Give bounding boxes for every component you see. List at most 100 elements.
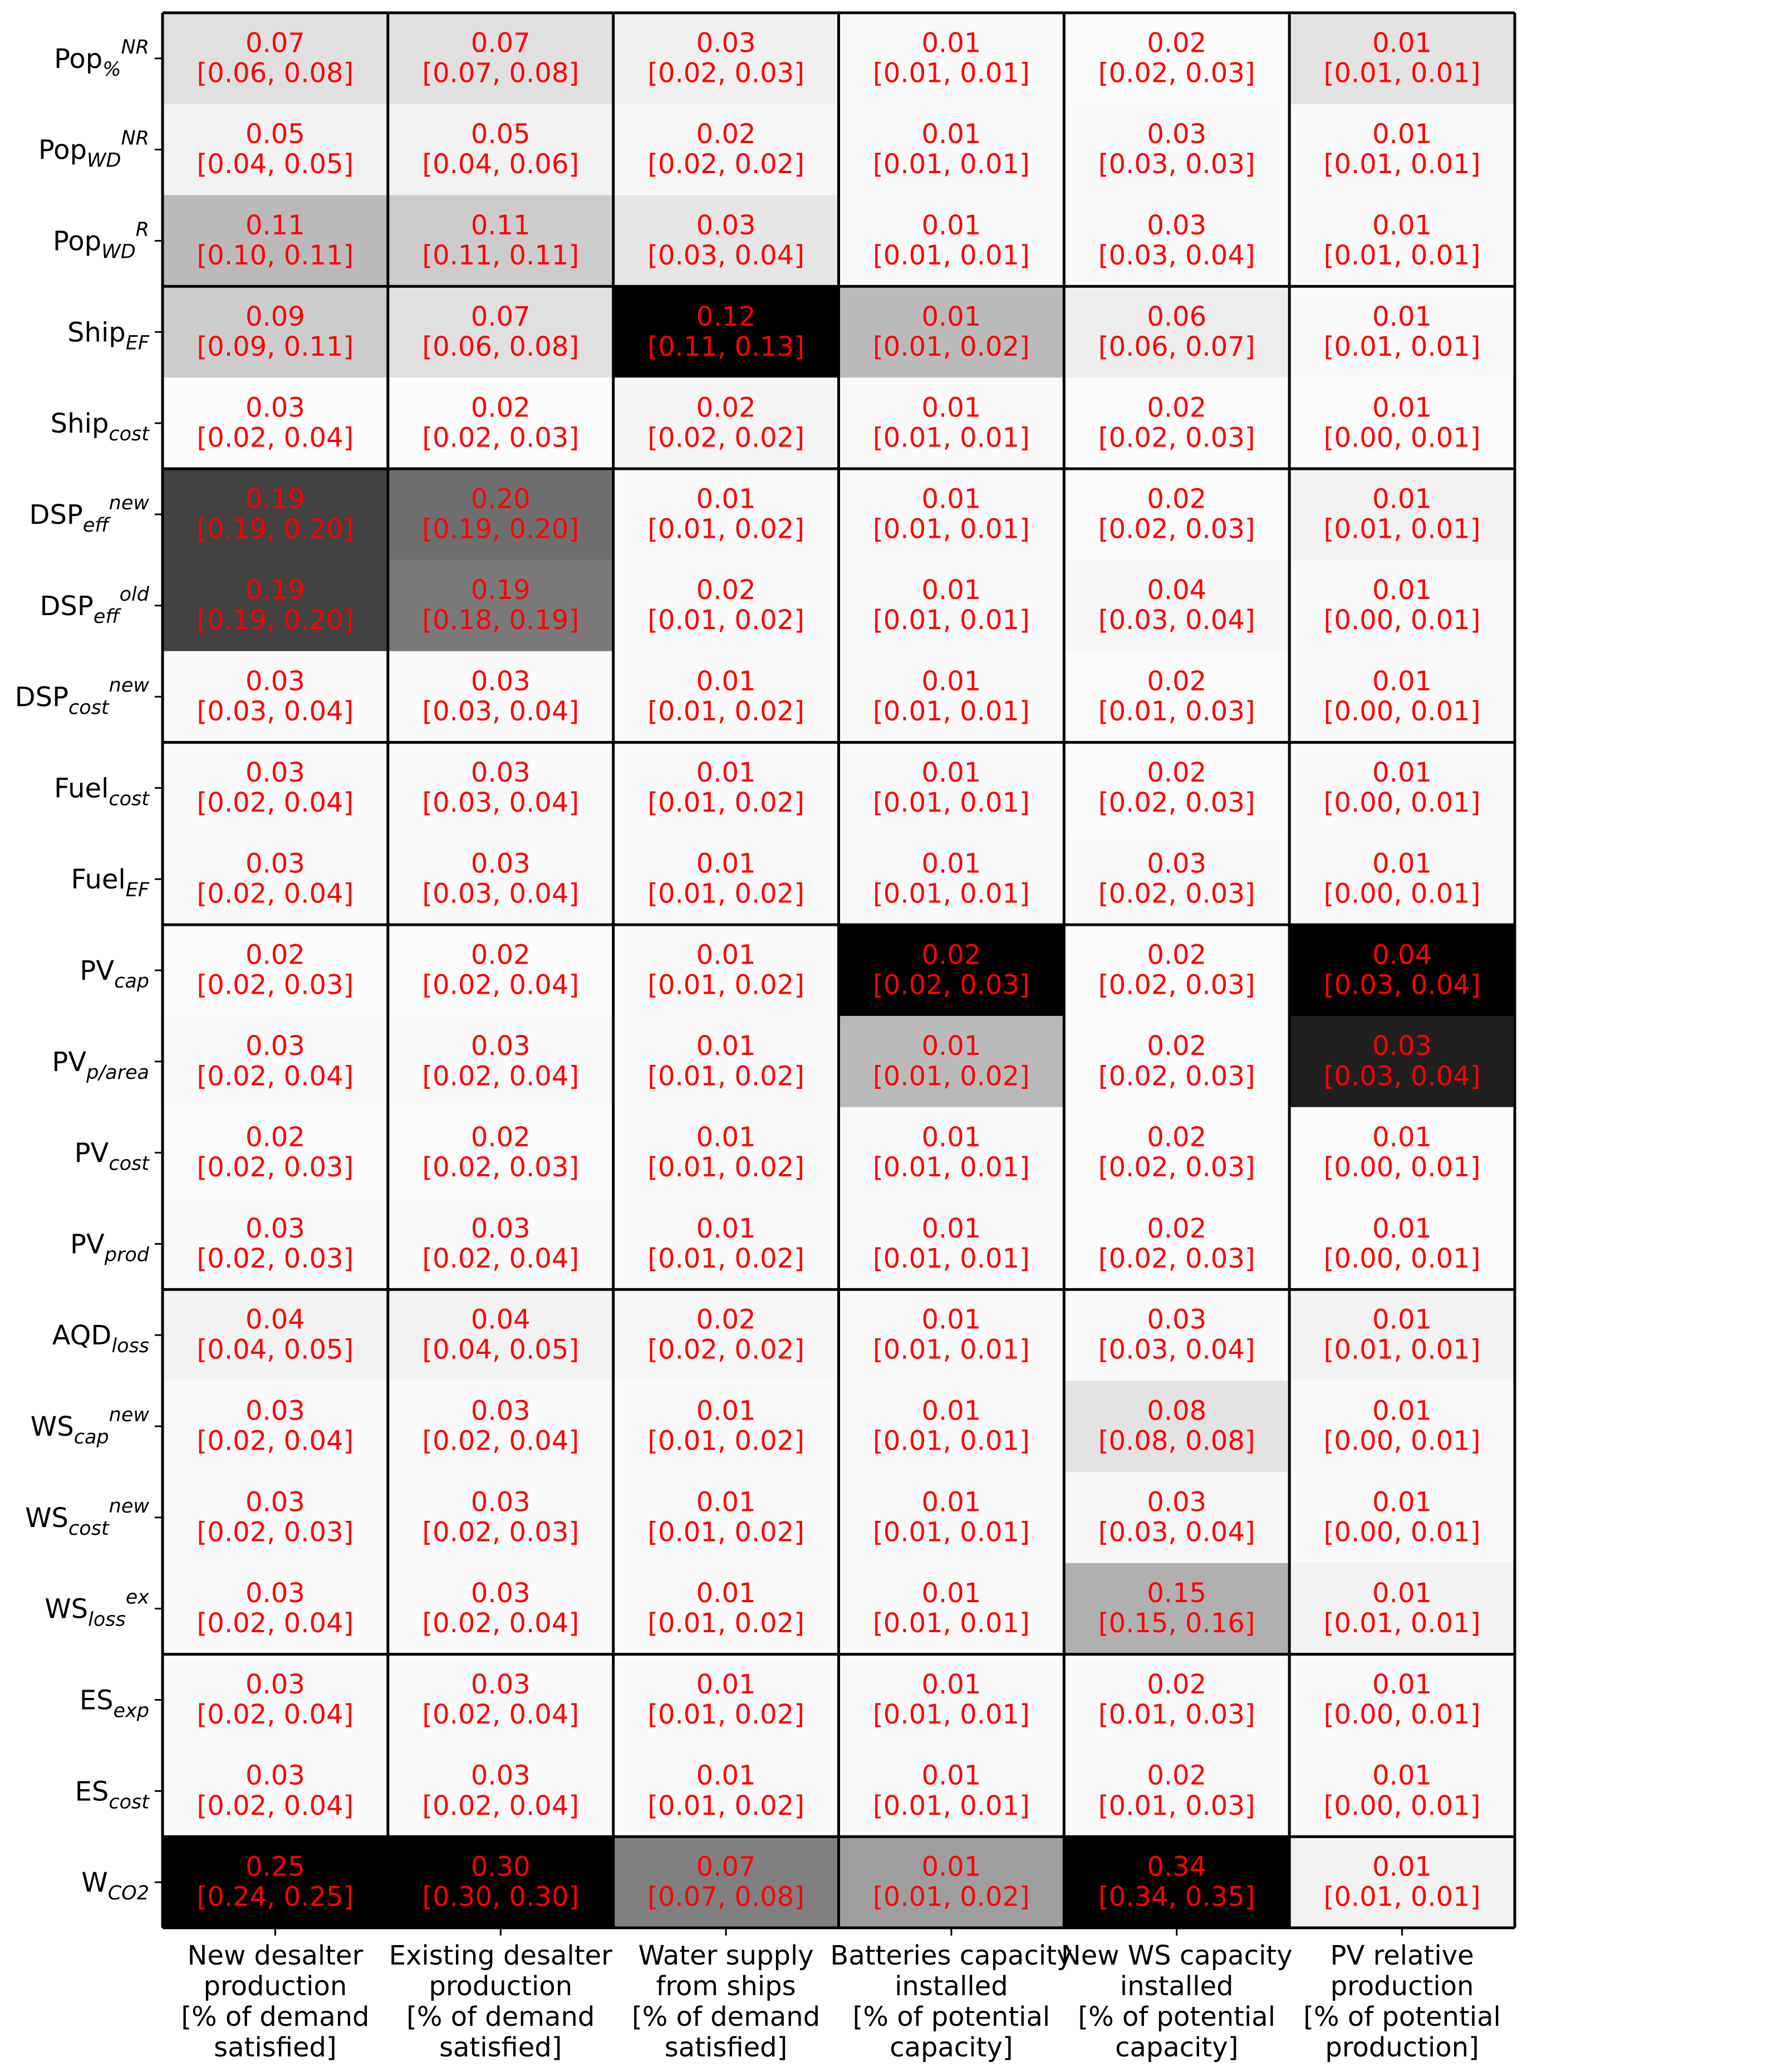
cell-interval-label: [0.02, 0.03]	[422, 1516, 579, 1548]
cell-value-label: 0.19	[246, 575, 305, 606]
cell-interval-label: [0.01, 0.02]	[647, 513, 804, 544]
heatmap-cell	[387, 1381, 614, 1472]
cell-value-label: 0.07	[246, 27, 305, 58]
row-tick-label: DSPeffnew	[29, 492, 149, 537]
cell-interval-label: [0.34, 0.35]	[1098, 1882, 1255, 1913]
cell-interval-label: [0.01, 0.01]	[873, 1516, 1030, 1548]
cell-interval-label: [0.02, 0.02]	[647, 1334, 804, 1366]
cell-interval-label: [0.01, 0.01]	[873, 1152, 1030, 1183]
heatmap-cell	[387, 1015, 614, 1108]
cell-interval-label: [0.02, 0.02]	[647, 149, 804, 180]
heatmap-cell	[613, 1381, 839, 1472]
cell-interval-label: [0.01, 0.01]	[873, 1426, 1030, 1457]
cell-value-label: 0.02	[1147, 27, 1206, 58]
cell-interval-label: [0.11, 0.11]	[422, 240, 579, 271]
cell-interval-label: [0.02, 0.04]	[422, 1060, 579, 1092]
cell-value-label: 0.01	[696, 666, 756, 697]
heatmap-cell	[387, 1745, 614, 1837]
heatmap-cell	[838, 469, 1064, 561]
cell-interval-label: [0.01, 0.02]	[647, 1699, 804, 1730]
row-tick-label: AQDloss	[52, 1320, 149, 1357]
cell-value-label: 0.01	[921, 119, 981, 150]
cell-value-label: 0.03	[471, 1486, 531, 1518]
heatmap-cell	[1289, 286, 1515, 378]
cell-interval-label: [0.02, 0.04]	[197, 1426, 354, 1457]
heatmap-cell	[163, 377, 389, 469]
cell-interval-label: [0.00, 0.01]	[1324, 1790, 1481, 1821]
cell-interval-label: [0.02, 0.03]	[1098, 1243, 1255, 1274]
row-tick-label: DSPeffold	[40, 583, 149, 628]
heatmap-cell	[1289, 742, 1515, 834]
heatmap-cell	[1064, 1381, 1290, 1472]
cell-interval-label: [0.01, 0.01]	[1324, 240, 1481, 271]
heatmap-cell	[1064, 1289, 1290, 1381]
heatmap-cell	[838, 1107, 1064, 1199]
cell-value-label: 0.03	[471, 757, 531, 788]
heatmap-cell	[613, 104, 839, 196]
cell-interval-label: [0.00, 0.01]	[1324, 1516, 1481, 1548]
heatmap-cell	[613, 1015, 839, 1108]
cell-value-label: 0.01	[696, 1122, 756, 1153]
cell-interval-label: [0.01, 0.01]	[873, 605, 1030, 636]
cell-value-label: 0.34	[1147, 1852, 1206, 1883]
cell-interval-label: [0.15, 0.16]	[1098, 1608, 1255, 1639]
cell-interval-label: [0.00, 0.01]	[1324, 1152, 1481, 1183]
heatmap-cell	[1289, 1015, 1515, 1108]
row-tick-label: WSlossex	[45, 1587, 149, 1631]
cell-value-label: 0.01	[921, 1486, 981, 1518]
cell-value-label: 0.05	[471, 119, 531, 150]
cell-value-label: 0.03	[471, 666, 531, 697]
cell-interval-label: [0.01, 0.02]	[647, 1060, 804, 1092]
cell-value-label: 0.01	[696, 1030, 756, 1062]
cell-interval-label: [0.09, 0.11]	[197, 331, 354, 362]
cell-value-label: 0.03	[246, 1760, 305, 1791]
heatmap-cell	[163, 1837, 389, 1928]
heatmap-cell	[387, 1563, 614, 1655]
heatmap-cell	[1289, 104, 1515, 196]
heatmap-cell	[838, 104, 1064, 196]
cell-interval-label: [0.02, 0.04]	[422, 1608, 579, 1639]
heatmap-cell	[613, 1563, 839, 1655]
cell-value-label: 0.01	[921, 666, 981, 697]
cell-interval-label: [0.19, 0.20]	[197, 513, 354, 544]
cell-value-label: 0.05	[246, 119, 305, 150]
cell-value-label: 0.03	[1147, 1304, 1206, 1335]
heatmap-cell	[387, 833, 614, 925]
row-tick-labels: Pop%NR PopWDNR PopWDR ShipEF Shipcost DSPeffn…	[15, 36, 163, 1904]
heatmap-cell	[163, 559, 389, 652]
cell-value-label: 0.01	[1372, 210, 1432, 241]
cell-value-label: 0.01	[696, 1669, 756, 1700]
cell-interval-label: [0.06, 0.07]	[1098, 331, 1255, 362]
cell-value-label: 0.01	[696, 757, 756, 788]
cell-interval-label: [0.01, 0.02]	[647, 1516, 804, 1548]
heatmap-cell	[838, 1381, 1064, 1472]
heatmap-cell	[1064, 1563, 1290, 1655]
cell-value-label: 0.07	[696, 1852, 756, 1883]
cell-value-label: 0.03	[696, 210, 756, 241]
heatmap-cell	[1289, 1471, 1515, 1564]
cell-interval-label: [0.01, 0.02]	[873, 1882, 1030, 1913]
cell-value-label: 0.03	[1372, 1030, 1432, 1062]
cell-value-label: 0.03	[246, 1578, 305, 1609]
heatmap-cell	[163, 833, 389, 925]
heatmap-cell	[613, 1837, 839, 1928]
cell-value-label: 0.02	[1147, 939, 1206, 970]
row-tick-label: WScapnew	[31, 1404, 150, 1449]
cell-value-label: 0.01	[921, 1213, 981, 1244]
cell-interval-label: [0.01, 0.02]	[873, 331, 1030, 362]
cell-value-label: 0.03	[246, 848, 305, 880]
heatmap-cell	[163, 1198, 389, 1290]
cell-value-label: 0.01	[921, 1395, 981, 1426]
cell-interval-label: [0.01, 0.01]	[1324, 513, 1481, 544]
heatmap-cell	[163, 469, 389, 561]
cell-interval-label: [0.01, 0.01]	[873, 423, 1030, 454]
heatmap-cell	[387, 1654, 614, 1746]
cell-value-label: 0.01	[1372, 27, 1432, 58]
cell-value-label: 0.01	[1372, 1760, 1432, 1791]
cell-interval-label: [0.03, 0.03]	[1098, 149, 1255, 180]
heatmap-cell	[613, 1654, 839, 1746]
cell-interval-label: [0.00, 0.01]	[1324, 696, 1481, 727]
cell-value-label: 0.01	[1372, 1304, 1432, 1335]
heatmap-cell	[838, 1289, 1064, 1381]
